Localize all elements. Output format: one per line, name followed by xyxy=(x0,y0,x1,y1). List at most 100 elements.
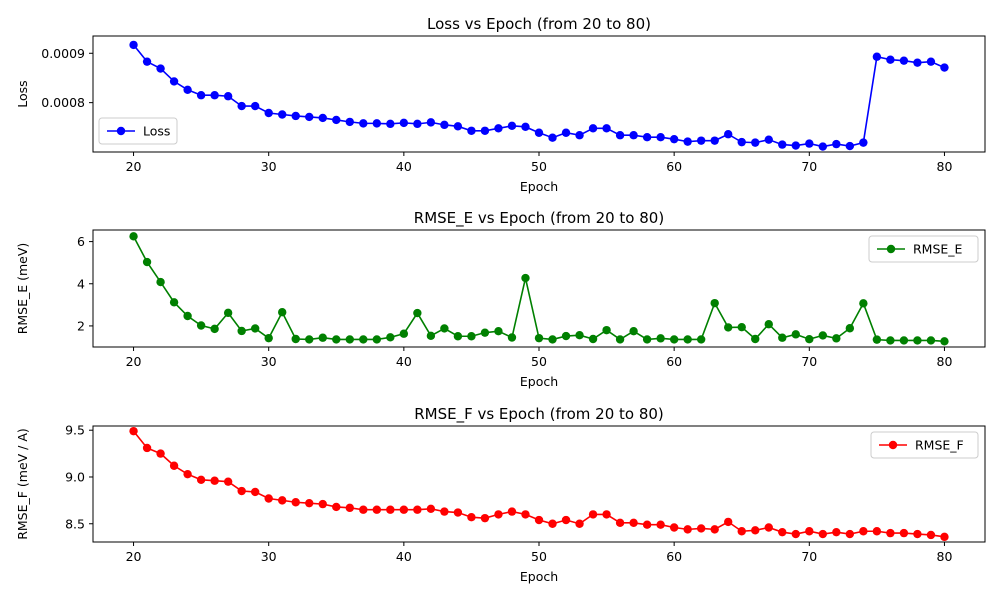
chart-2-point-27 xyxy=(223,308,233,318)
chart-2-point-77 xyxy=(899,336,909,345)
chart-2-point-42 xyxy=(426,331,436,341)
chart-1-x-tick-label: 70 xyxy=(801,159,817,174)
chart-1-point-47 xyxy=(494,124,503,133)
chart-2-point-72 xyxy=(832,334,841,343)
chart-2-point-71 xyxy=(818,331,828,340)
chart-2-point-54 xyxy=(588,334,598,344)
chart-2-series-rmse-e xyxy=(129,232,949,346)
chart-3-point-54 xyxy=(588,510,598,519)
chart-3-x-axis-label: Epoch xyxy=(520,569,558,584)
chart-2-x-tick-label: 80 xyxy=(937,354,953,369)
chart-3-y-axis-label: RMSE_F (meV / A) xyxy=(15,428,30,540)
chart-3-point-35 xyxy=(332,502,341,512)
chart-1-point-25 xyxy=(196,91,206,100)
chart-2-x-axis-label: Epoch xyxy=(520,374,558,389)
chart-3-point-72 xyxy=(832,527,841,537)
chart-2-x-tick-label: 70 xyxy=(801,354,817,369)
chart-1-x-tick-label: 40 xyxy=(396,159,412,174)
chart-1-point-73 xyxy=(845,141,855,151)
chart-2-point-68 xyxy=(778,333,787,342)
chart-1-x-tick-label: 60 xyxy=(666,159,682,174)
chart-3-point-36 xyxy=(345,503,354,513)
chart-1-point-48 xyxy=(507,121,517,131)
chart-3-x-tick-label: 20 xyxy=(126,549,142,564)
chart-3-point-66 xyxy=(751,526,760,535)
chart-1-x-tick-label: 50 xyxy=(531,159,547,174)
chart-3-point-69 xyxy=(791,529,800,539)
chart-3-point-63 xyxy=(710,525,719,534)
chart-3-series-rmse-f xyxy=(129,426,949,542)
chart-2-point-59 xyxy=(656,334,665,343)
chart-2-point-41 xyxy=(413,308,422,318)
chart-3-y-tick-label: 9.0 xyxy=(65,469,85,484)
chart-3-legend-label: RMSE_F xyxy=(915,438,964,453)
chart-2-x-tick-label: 60 xyxy=(666,354,682,369)
chart-3-point-46 xyxy=(480,513,490,523)
chart-1-point-65 xyxy=(737,137,746,147)
chart-1-point-63 xyxy=(710,136,719,145)
chart-3-x-tick-label: 80 xyxy=(937,549,953,564)
chart-3-point-31 xyxy=(278,496,287,505)
chart-3-point-53 xyxy=(575,519,584,528)
chart-3-point-42 xyxy=(426,504,436,513)
chart-1-point-24 xyxy=(183,85,192,95)
chart-3-legend-marker xyxy=(888,440,898,450)
chart-2-point-64 xyxy=(724,323,733,332)
chart-1-legend-marker xyxy=(116,126,126,136)
chart-2-point-58 xyxy=(642,335,652,344)
chart-2-point-75 xyxy=(872,335,882,344)
chart-3-x-tick-label: 30 xyxy=(261,549,277,564)
chart-1-point-37 xyxy=(359,119,368,128)
chart-2-point-45 xyxy=(467,332,476,341)
chart-3-x-tick-label: 50 xyxy=(531,549,547,564)
chart-2-point-26 xyxy=(210,324,219,334)
chart-3-point-57 xyxy=(629,518,638,528)
chart-1-point-77 xyxy=(899,56,909,65)
chart-1-point-23 xyxy=(169,77,179,86)
chart-3-title: RMSE_F vs Epoch (from 20 to 80) xyxy=(414,405,664,424)
chart-2-legend: RMSE_E xyxy=(868,235,979,263)
chart-3-point-74 xyxy=(859,527,868,536)
chart-1-x-tick-label: 30 xyxy=(261,159,277,174)
chart-3-point-67 xyxy=(764,523,773,532)
chart-1-point-54 xyxy=(588,124,598,133)
chart-3-point-77 xyxy=(899,528,909,538)
chart-3-point-56 xyxy=(615,518,625,528)
chart-2-point-31 xyxy=(278,308,287,317)
chart-3-point-76 xyxy=(886,528,895,538)
chart-2-title: RMSE_E vs Epoch (from 20 to 80) xyxy=(414,209,664,228)
chart-3-point-32 xyxy=(291,498,300,507)
chart-1-point-44 xyxy=(453,122,463,131)
chart-1-point-27 xyxy=(223,92,233,101)
chart-1-point-55 xyxy=(602,124,611,133)
chart-1-point-26 xyxy=(210,91,219,100)
chart-1-point-76 xyxy=(886,55,895,64)
chart-2-point-30 xyxy=(264,333,273,343)
chart-2-point-61 xyxy=(683,335,692,344)
chart-3-x-tick-label: 40 xyxy=(396,549,412,564)
chart-3-point-65 xyxy=(737,527,746,536)
chart-2-point-35 xyxy=(332,335,341,344)
chart-3-point-23 xyxy=(169,461,179,470)
chart-1-point-62 xyxy=(696,136,706,145)
chart-3-point-58 xyxy=(642,520,652,529)
chart-2-point-56 xyxy=(615,335,625,344)
chart-2-point-73 xyxy=(845,324,855,333)
chart-3-point-55 xyxy=(602,510,611,519)
chart-3-point-29 xyxy=(250,487,260,497)
chart-3-point-80 xyxy=(940,532,949,542)
chart-1-y-tick-label: 0.0009 xyxy=(41,46,85,61)
chart-2-point-20 xyxy=(129,232,138,241)
chart-1-point-68 xyxy=(778,140,787,149)
chart-1-point-50 xyxy=(534,128,544,137)
chart-1-point-80 xyxy=(940,63,949,72)
chart-3: RMSE_F vs Epoch (from 20 to 80) 20 30 40 50 6… xyxy=(15,405,986,584)
chart-2-point-46 xyxy=(480,328,490,337)
chart-1-y-tick-label: 0.0008 xyxy=(41,95,85,110)
chart-2-point-62 xyxy=(696,335,706,344)
chart-2-point-78 xyxy=(913,336,922,345)
chart-2-y-axis-label: RMSE_E (meV) xyxy=(15,243,30,335)
chart-2-point-74 xyxy=(859,299,868,308)
chart-1-point-43 xyxy=(440,120,449,130)
chart-1-point-67 xyxy=(764,135,773,144)
